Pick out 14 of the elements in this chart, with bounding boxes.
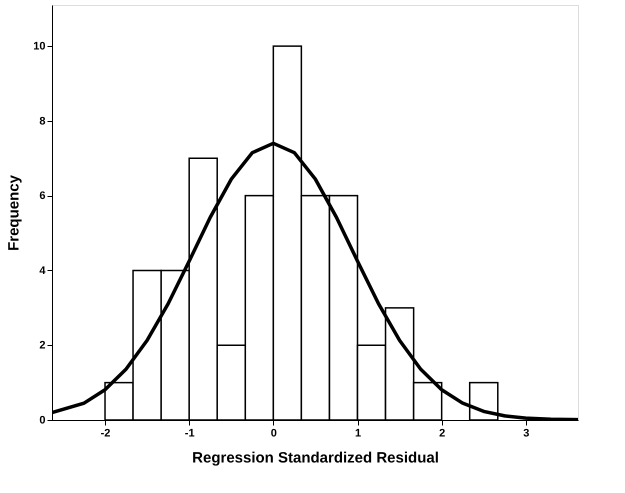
y-tick-label: 10 — [33, 40, 46, 53]
x-tick-label: -1 — [184, 428, 195, 440]
x-tick-label: 3 — [523, 428, 530, 440]
x-axis-title: Regression Standardized Residual — [192, 450, 439, 466]
y-tick-label: 0 — [39, 414, 46, 426]
y-tick-label: 2 — [39, 340, 46, 352]
x-tick-label: 1 — [354, 428, 362, 440]
y-axis-title: Frequency — [5, 174, 22, 251]
y-tick-label: 8 — [39, 115, 46, 128]
x-tick-label: -2 — [100, 428, 110, 440]
y-tick-label: 6 — [39, 190, 46, 202]
y-tick-label: 4 — [39, 264, 46, 277]
x-tick-label: 0 — [270, 428, 277, 440]
x-tick-label: 2 — [439, 428, 446, 440]
